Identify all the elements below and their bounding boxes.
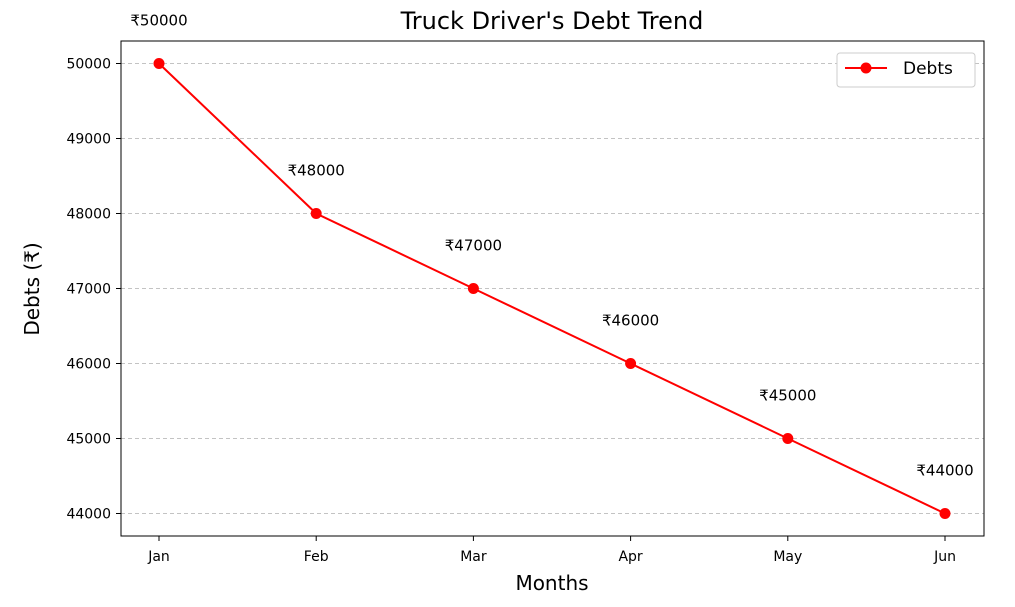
data-value-label: ₹48000 [288, 162, 345, 180]
data-point-marker [310, 208, 322, 219]
series-line-debts [158, 62, 946, 515]
data-value-label: ₹47000 [445, 237, 502, 255]
x-tick-label: Feb [304, 549, 329, 565]
grid-layer [121, 63, 984, 514]
data-point-marker [782, 433, 794, 444]
x-tick-label: Jan [147, 549, 170, 565]
y-axis-title: Debts (₹) [20, 242, 44, 335]
data-point-marker [467, 283, 479, 294]
x-axis-ticks: Jan Feb Mar Apr May Jun [147, 536, 956, 565]
y-tick-label: 45000 [66, 432, 111, 448]
x-tick-label: Jun [933, 549, 956, 565]
y-tick-label: 46000 [66, 357, 111, 373]
x-tick-label: May [773, 549, 802, 565]
data-value-label: ₹50000 [130, 12, 187, 30]
legend-marker-swatch [860, 62, 872, 74]
legend-label-debts: Debts [903, 59, 953, 79]
data-point-marker [939, 508, 951, 519]
data-label-layer: ₹50000 ₹48000 ₹47000 ₹46000 ₹45000 ₹44000 [130, 12, 973, 480]
x-axis-title: Months [515, 571, 588, 595]
x-tick-label: Mar [460, 549, 487, 565]
y-tick-label: 44000 [66, 507, 111, 523]
y-tick-label: 48000 [66, 207, 111, 223]
data-value-label: ₹46000 [602, 312, 659, 330]
data-value-label: ₹44000 [916, 462, 973, 480]
series-layer [153, 58, 951, 519]
data-value-label: ₹45000 [759, 387, 816, 405]
legend: Debts [836, 52, 976, 88]
y-axis-ticks: 44000 45000 46000 47000 48000 49000 50000 [66, 57, 121, 523]
data-point-marker [153, 58, 165, 69]
x-tick-label: Apr [618, 549, 642, 565]
y-tick-label: 49000 [66, 132, 111, 148]
y-tick-label: 50000 [66, 57, 111, 73]
legend-box [836, 52, 976, 88]
y-tick-label: 47000 [66, 282, 111, 298]
chart-title: Truck Driver's Debt Trend [400, 7, 704, 35]
data-point-marker [625, 358, 637, 369]
